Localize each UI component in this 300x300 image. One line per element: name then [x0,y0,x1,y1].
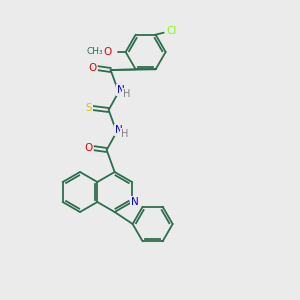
Text: N: N [131,197,139,207]
Text: O: O [103,47,112,57]
Text: Cl: Cl [167,26,177,36]
Text: CH₃: CH₃ [86,47,103,56]
Text: N: N [115,125,122,135]
Text: H: H [123,89,130,99]
Text: O: O [85,143,93,153]
Text: N: N [117,85,124,95]
Text: H: H [121,129,128,139]
Text: S: S [85,103,92,113]
Text: O: O [88,63,97,73]
